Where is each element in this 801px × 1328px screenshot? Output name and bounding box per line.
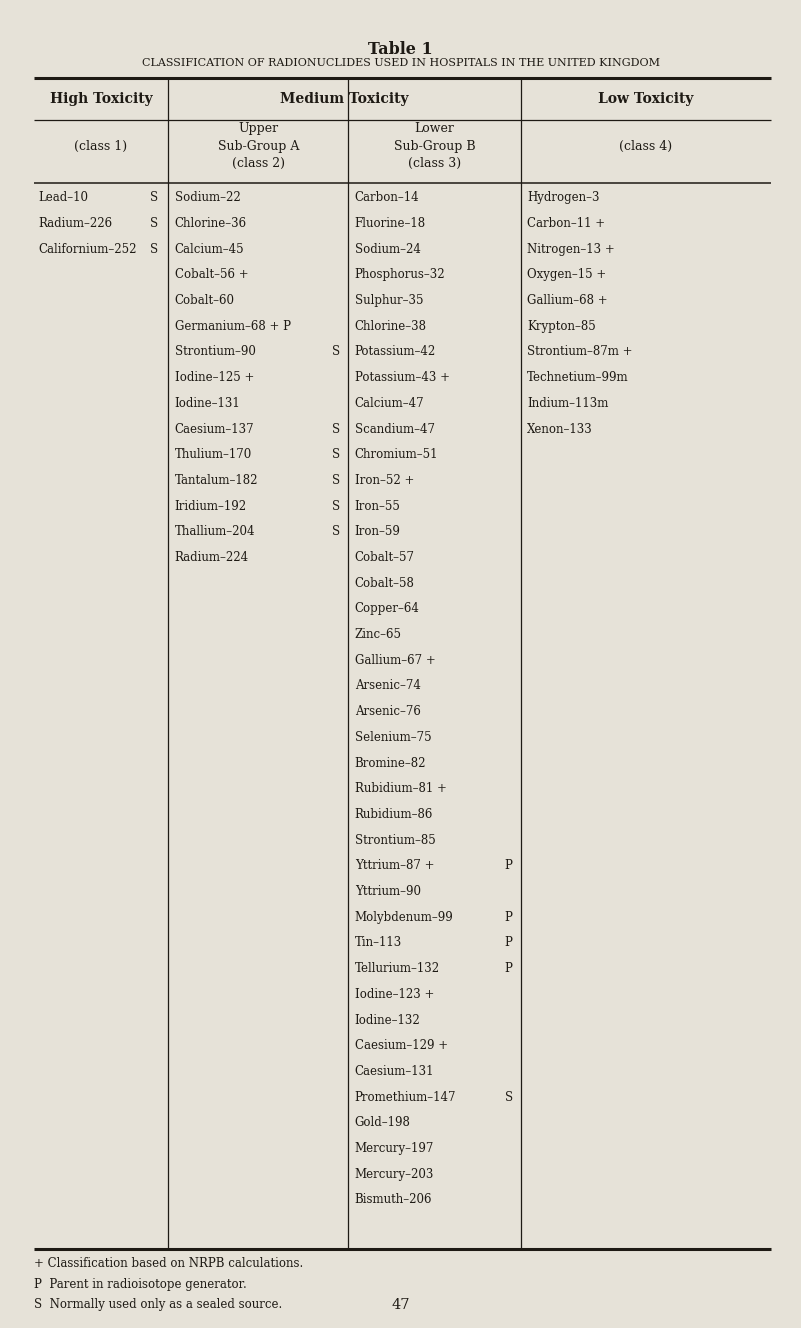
Text: Lead–10: Lead–10 [38, 191, 88, 205]
Text: Arsenic–76: Arsenic–76 [355, 705, 421, 718]
Text: Rubidium–81 +: Rubidium–81 + [355, 782, 447, 795]
Text: Scandium–47: Scandium–47 [355, 422, 435, 436]
Text: Krypton–85: Krypton–85 [527, 320, 596, 333]
Text: Molybdenum–99: Molybdenum–99 [355, 911, 453, 924]
Text: Sulphur–35: Sulphur–35 [355, 293, 424, 307]
Text: + Classification based on NRPB calculations.: + Classification based on NRPB calculati… [34, 1256, 303, 1270]
Text: Carbon–11 +: Carbon–11 + [527, 216, 606, 230]
Text: Radium–226: Radium–226 [38, 216, 113, 230]
Text: Iodine–131: Iodine–131 [175, 397, 240, 410]
Text: S: S [332, 422, 340, 436]
Text: Mercury–203: Mercury–203 [355, 1167, 434, 1181]
Text: Tin–113: Tin–113 [355, 936, 402, 950]
Text: Iron–59: Iron–59 [355, 526, 400, 538]
Text: Cobalt–58: Cobalt–58 [355, 576, 415, 590]
Text: S: S [332, 474, 340, 487]
Text: Bismuth–206: Bismuth–206 [355, 1194, 433, 1206]
Text: High Toxicity: High Toxicity [50, 92, 152, 106]
Text: Yttrium–90: Yttrium–90 [355, 884, 421, 898]
Text: Rubidium–86: Rubidium–86 [355, 807, 433, 821]
Text: Xenon–133: Xenon–133 [527, 422, 593, 436]
Text: Cobalt–56 +: Cobalt–56 + [175, 268, 248, 282]
Text: Caesium–131: Caesium–131 [355, 1065, 434, 1078]
Text: Calcium–47: Calcium–47 [355, 397, 425, 410]
Text: S: S [151, 243, 159, 255]
Text: Gallium–67 +: Gallium–67 + [355, 653, 436, 667]
Text: Sodium–24: Sodium–24 [355, 243, 421, 255]
Text: S: S [151, 191, 159, 205]
Text: Low Toxicity: Low Toxicity [598, 92, 694, 106]
Text: Hydrogen–3: Hydrogen–3 [527, 191, 600, 205]
Text: Tantalum–182: Tantalum–182 [175, 474, 258, 487]
Text: P: P [505, 936, 513, 950]
Text: Mercury–197: Mercury–197 [355, 1142, 434, 1155]
Text: Iron–55: Iron–55 [355, 499, 400, 513]
Text: Carbon–14: Carbon–14 [355, 191, 420, 205]
Text: S: S [505, 1090, 513, 1104]
Text: Radium–224: Radium–224 [175, 551, 249, 564]
Text: Iodine–132: Iodine–132 [355, 1013, 421, 1027]
Text: Thallium–204: Thallium–204 [175, 526, 255, 538]
Text: Chlorine–36: Chlorine–36 [175, 216, 247, 230]
Text: Iron–52 +: Iron–52 + [355, 474, 414, 487]
Text: Arsenic–74: Arsenic–74 [355, 680, 421, 692]
Text: Tellurium–132: Tellurium–132 [355, 961, 440, 975]
Text: Germanium–68 + P: Germanium–68 + P [175, 320, 291, 333]
Text: Cobalt–57: Cobalt–57 [355, 551, 415, 564]
Text: Yttrium–87 +: Yttrium–87 + [355, 859, 434, 872]
Text: S  Normally used only as a sealed source.: S Normally used only as a sealed source. [34, 1299, 282, 1311]
Text: Strontium–87m +: Strontium–87m + [527, 345, 633, 359]
Text: P: P [505, 911, 513, 924]
Text: Cobalt–60: Cobalt–60 [175, 293, 235, 307]
Text: S: S [332, 345, 340, 359]
Text: Phosphorus–32: Phosphorus–32 [355, 268, 445, 282]
Text: P: P [505, 961, 513, 975]
Text: CLASSIFICATION OF RADIONUCLIDES USED IN HOSPITALS IN THE UNITED KINGDOM: CLASSIFICATION OF RADIONUCLIDES USED IN … [142, 57, 659, 68]
Text: Strontium–90: Strontium–90 [175, 345, 256, 359]
Text: Table 1: Table 1 [368, 40, 433, 57]
Text: Strontium–85: Strontium–85 [355, 834, 436, 847]
Text: Caesium–137: Caesium–137 [175, 422, 254, 436]
Text: Indium–113m: Indium–113m [527, 397, 609, 410]
Text: Promethium–147: Promethium–147 [355, 1090, 457, 1104]
Text: Chlorine–38: Chlorine–38 [355, 320, 427, 333]
Text: Upper
Sub-Group A
(class 2): Upper Sub-Group A (class 2) [218, 122, 299, 170]
Text: Bromine–82: Bromine–82 [355, 757, 426, 769]
Text: Gold–198: Gold–198 [355, 1117, 411, 1129]
Text: P  Parent in radioisotope generator.: P Parent in radioisotope generator. [34, 1278, 247, 1291]
Text: Technetium–99m: Technetium–99m [527, 371, 629, 384]
Text: Medium Toxicity: Medium Toxicity [280, 92, 409, 106]
Text: Iodine–125 +: Iodine–125 + [175, 371, 254, 384]
Text: Iridium–192: Iridium–192 [175, 499, 247, 513]
Text: Potassium–42: Potassium–42 [355, 345, 436, 359]
Text: S: S [332, 499, 340, 513]
Text: Iodine–123 +: Iodine–123 + [355, 988, 434, 1001]
Text: P: P [505, 859, 513, 872]
Text: Chromium–51: Chromium–51 [355, 449, 438, 461]
Text: Copper–64: Copper–64 [355, 603, 420, 615]
Text: (class 4): (class 4) [619, 139, 672, 153]
Text: Sodium–22: Sodium–22 [175, 191, 240, 205]
Text: Calcium–45: Calcium–45 [175, 243, 244, 255]
Text: Nitrogen–13 +: Nitrogen–13 + [527, 243, 615, 255]
Text: S: S [332, 526, 340, 538]
Text: Potassium–43 +: Potassium–43 + [355, 371, 450, 384]
Text: Gallium–68 +: Gallium–68 + [527, 293, 608, 307]
Text: S: S [332, 449, 340, 461]
Text: Zinc–65: Zinc–65 [355, 628, 402, 641]
Text: Thulium–170: Thulium–170 [175, 449, 252, 461]
Text: Oxygen–15 +: Oxygen–15 + [527, 268, 606, 282]
Text: S: S [151, 216, 159, 230]
Text: Caesium–129 +: Caesium–129 + [355, 1040, 448, 1052]
Text: 47: 47 [391, 1297, 410, 1312]
Text: Selenium–75: Selenium–75 [355, 730, 432, 744]
Text: Lower
Sub-Group B
(class 3): Lower Sub-Group B (class 3) [394, 122, 475, 170]
Text: (class 1): (class 1) [74, 139, 127, 153]
Text: Californium–252: Californium–252 [38, 243, 137, 255]
Text: Fluorine–18: Fluorine–18 [355, 216, 426, 230]
